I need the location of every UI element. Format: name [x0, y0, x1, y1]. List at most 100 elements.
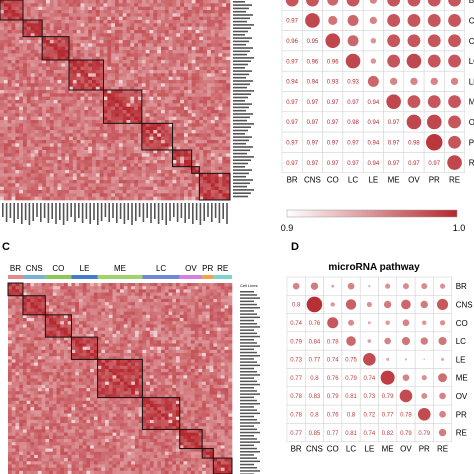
heatmap-cell	[0, 56, 5, 61]
heatmap-cell	[122, 20, 127, 24]
heatmap-cell	[195, 116, 200, 121]
heatmap-cell	[214, 40, 219, 44]
heatmap-cell	[3, 93, 8, 97]
heatmap-cell	[65, 140, 70, 144]
heatmap-cell	[202, 340, 207, 344]
heatmap-cell	[82, 314, 87, 319]
heatmap-cell	[172, 311, 177, 316]
heatmap-cell	[205, 321, 210, 325]
heatmap-cell	[97, 340, 102, 344]
heatmap-cell	[179, 327, 184, 332]
heatmap-cell	[38, 130, 43, 134]
heatmap-cell	[78, 295, 83, 300]
heatmap-cell	[26, 286, 31, 290]
heatmap-cell	[90, 327, 95, 332]
heatmap-cell	[15, 86, 20, 91]
heatmap-cell	[115, 176, 120, 181]
heatmap-cell	[19, 136, 24, 141]
heatmap-cell	[38, 60, 43, 64]
heatmap-cell	[72, 113, 77, 117]
heatmap-cell	[115, 143, 120, 147]
heatmap-cell	[214, 126, 219, 131]
heatmap-cell	[161, 10, 166, 14]
row-label-stub	[233, 86, 247, 89]
heatmap-cell	[103, 93, 108, 97]
heatmap-cell	[46, 156, 51, 161]
heatmap-cell	[184, 196, 189, 201]
heatmap-cell	[115, 150, 120, 154]
heatmap-cell	[72, 6, 77, 11]
heatmap-cell	[23, 40, 28, 44]
heatmap-cell	[203, 93, 208, 97]
heatmap-cell	[11, 314, 16, 319]
heatmap-cell	[49, 146, 54, 151]
heatmap-cell	[191, 53, 196, 57]
heatmap-cell	[92, 46, 97, 51]
heatmap-cell	[99, 106, 104, 111]
heatmap-cell	[46, 180, 51, 184]
heatmap-cell	[61, 183, 66, 187]
heatmap-cell	[84, 60, 89, 64]
heatmap-cell	[153, 333, 158, 338]
heatmap-cell	[146, 318, 151, 322]
heatmap-cell	[164, 143, 169, 147]
heatmap-cell	[138, 143, 143, 147]
heatmap-cell	[61, 150, 66, 154]
heatmap-cell	[71, 330, 76, 335]
heatmap-cell	[7, 96, 12, 101]
heatmap-cell	[34, 186, 39, 191]
heatmap-cell	[61, 20, 66, 24]
heatmap-cell	[71, 283, 76, 287]
heatmap-cell	[23, 66, 28, 71]
heatmap-cell	[76, 193, 81, 197]
heatmap-cell	[38, 140, 43, 144]
heatmap-cell	[207, 176, 212, 181]
heatmap-cell	[126, 166, 131, 171]
heatmap-cell	[49, 140, 54, 144]
heatmap-cell	[15, 56, 20, 61]
heatmap-cell	[92, 120, 97, 124]
heatmap-cell	[115, 160, 120, 164]
heatmap-cell	[7, 113, 12, 117]
heatmap-cell	[205, 318, 210, 322]
heatmap-cell	[145, 136, 150, 141]
heatmap-cell	[130, 110, 135, 114]
heatmap-cell	[7, 190, 12, 194]
row-label-stub	[233, 17, 250, 20]
heatmap-cell	[203, 70, 208, 74]
heatmap-cell	[111, 180, 116, 184]
heatmap-cell	[93, 305, 98, 309]
heatmap-cell	[26, 183, 31, 187]
heatmap-cell	[34, 343, 39, 347]
heatmap-cell	[15, 53, 20, 57]
heatmap-cell	[157, 318, 162, 322]
heatmap-cell	[118, 170, 123, 174]
heatmap-cell	[176, 90, 181, 94]
heatmap-cell	[76, 190, 81, 194]
heatmap-cell	[176, 143, 181, 147]
heatmap-cell	[149, 36, 154, 41]
heatmap-cell	[224, 333, 229, 338]
heatmap-cell	[69, 136, 74, 141]
heatmap-cell	[61, 36, 66, 41]
heatmap-cell	[7, 46, 12, 51]
heatmap-cell	[157, 170, 162, 174]
heatmap-cell	[57, 63, 62, 67]
heatmap-cell	[207, 170, 212, 174]
heatmap-cell	[214, 3, 219, 7]
heatmap-cell	[53, 180, 58, 184]
heatmap-cell	[88, 110, 93, 114]
heatmap-cell	[134, 295, 139, 300]
heatmap-cell	[52, 337, 57, 341]
heatmap-cell	[49, 20, 54, 24]
heatmap-cell	[19, 123, 24, 127]
heatmap-cell	[141, 10, 146, 14]
heatmap-cell	[220, 292, 225, 297]
heatmap-cell	[57, 20, 62, 24]
heatmap-cell	[60, 311, 65, 316]
heatmap-cell	[183, 324, 188, 328]
heatmap-cell	[61, 66, 66, 71]
heatmap-cell	[95, 183, 100, 187]
heatmap-cell	[34, 123, 39, 127]
heatmap-cell	[38, 173, 43, 177]
